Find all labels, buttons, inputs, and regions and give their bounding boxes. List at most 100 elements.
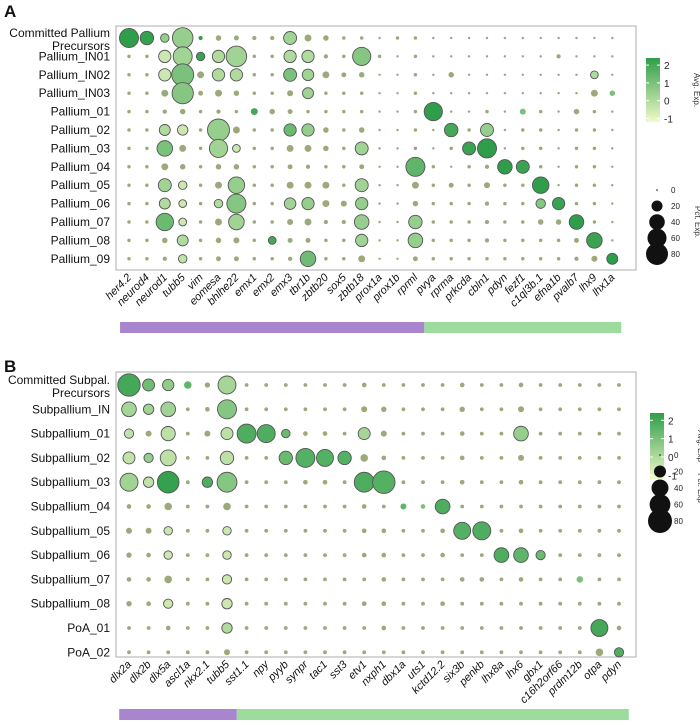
dot-marker <box>145 430 152 437</box>
dot-marker <box>205 577 210 582</box>
dot-marker <box>538 528 543 533</box>
dot-marker <box>197 71 205 79</box>
dot-marker <box>538 431 543 436</box>
dot-marker <box>467 238 471 243</box>
dot-marker <box>396 55 399 58</box>
dot-marker <box>518 577 524 582</box>
dot-marker <box>613 647 625 658</box>
dot-marker <box>323 219 329 225</box>
dot-marker <box>408 214 423 230</box>
dot-marker <box>233 256 239 262</box>
dot-marker <box>145 73 149 77</box>
dot-marker <box>401 407 406 412</box>
dot-marker <box>558 431 563 436</box>
dot-marker <box>198 35 203 41</box>
dot-marker <box>499 480 504 485</box>
color-legend-tick: 0 <box>668 453 674 464</box>
dot-marker <box>597 431 602 436</box>
dot-marker <box>342 257 346 261</box>
dot-marker <box>286 144 294 152</box>
dot-marker <box>611 110 614 113</box>
dot-marker <box>270 183 274 187</box>
dot-marker <box>616 625 622 631</box>
dot-marker <box>270 54 274 59</box>
dot-marker <box>557 165 560 169</box>
dot-marker <box>440 383 445 387</box>
dot-marker <box>303 407 308 412</box>
dot-marker <box>342 183 346 187</box>
dot-marker <box>219 450 235 466</box>
dot-marker <box>499 407 504 412</box>
dot-marker <box>420 504 426 509</box>
dot-marker <box>378 128 381 132</box>
dot-marker <box>538 601 543 606</box>
dot-marker <box>264 383 269 387</box>
dot-marker <box>597 383 602 387</box>
dot-marker <box>162 378 175 392</box>
dot-marker <box>574 146 579 151</box>
dot-marker <box>283 504 288 509</box>
dot-marker <box>493 547 510 563</box>
dot-marker <box>440 577 445 582</box>
dot-marker <box>252 91 257 95</box>
dot-marker <box>558 480 563 485</box>
dot-marker <box>164 502 172 511</box>
dot-marker <box>400 503 407 510</box>
dot-marker <box>519 650 523 655</box>
dot-marker <box>270 257 274 261</box>
dot-marker <box>264 456 269 460</box>
dot-marker <box>362 650 367 655</box>
dot-marker <box>146 577 151 582</box>
dot-marker <box>283 626 288 630</box>
dot-marker <box>405 156 426 177</box>
size-legend-value: 60 <box>671 234 680 243</box>
dot-marker <box>577 601 582 606</box>
dot-marker <box>244 480 249 485</box>
dot-marker <box>304 34 312 42</box>
dot-marker <box>434 498 451 515</box>
dot-marker <box>617 383 621 387</box>
dot-marker <box>479 601 484 606</box>
size-legend-dot <box>649 214 665 230</box>
dot-marker <box>215 35 222 41</box>
dot-marker <box>460 504 465 509</box>
dot-marker <box>142 378 156 392</box>
size-legend-value: 40 <box>674 484 683 493</box>
dot-marker <box>421 383 425 387</box>
panel-label: A <box>4 2 17 21</box>
dot-marker <box>244 456 249 460</box>
dot-marker <box>484 219 490 225</box>
dot-marker <box>205 553 210 557</box>
size-legend-dot <box>659 454 661 456</box>
dot-marker <box>233 164 240 170</box>
dot-marker <box>479 456 484 460</box>
dot-marker <box>499 504 504 509</box>
dot-marker <box>162 256 167 261</box>
dot-marker <box>592 165 597 169</box>
dot-marker <box>413 109 418 114</box>
dot-marker <box>378 147 381 150</box>
dot-marker <box>216 109 221 114</box>
dot-marker <box>342 601 347 606</box>
dot-marker <box>597 504 602 509</box>
dot-marker <box>172 46 193 67</box>
dot-marker <box>126 504 132 509</box>
dot-marker <box>521 73 525 77</box>
dot-marker <box>449 257 453 261</box>
dot-marker <box>574 165 579 169</box>
dot-marker <box>352 46 372 66</box>
dot-marker <box>558 528 563 533</box>
dot-marker <box>322 431 328 436</box>
dot-marker <box>305 164 311 169</box>
dot-marker <box>145 109 149 114</box>
dot-marker <box>127 257 131 261</box>
dot-marker <box>521 257 525 261</box>
dot-marker <box>198 165 203 169</box>
dot-marker <box>480 123 494 137</box>
dot-marker <box>205 528 210 533</box>
dot-marker <box>449 36 453 40</box>
dot-marker <box>499 431 504 436</box>
dot-marker <box>361 552 367 558</box>
dot-marker <box>484 164 490 169</box>
dot-marker <box>413 73 418 77</box>
